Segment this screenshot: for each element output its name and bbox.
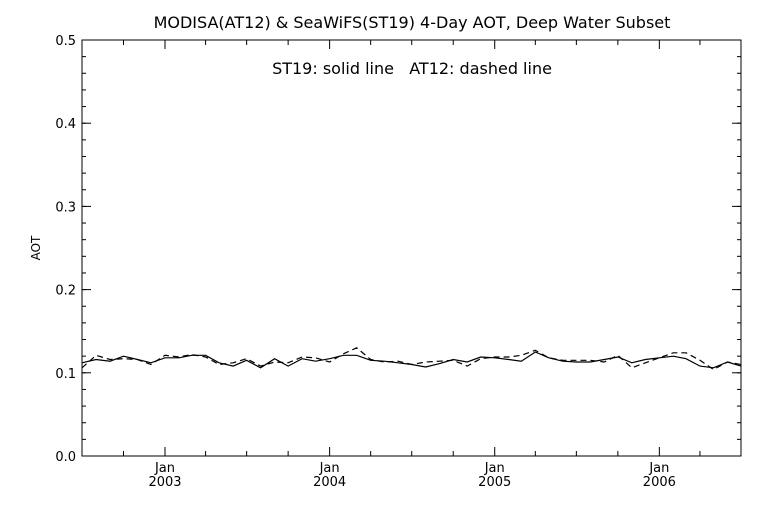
chart-title: MODISA(AT12) & SeaWiFS(ST19) 4-Day AOT, …	[154, 13, 671, 32]
y-tick-label: 0.5	[55, 34, 76, 49]
x-tick-month-label: Jan	[319, 461, 340, 476]
y-tick-label: 0.0	[55, 450, 76, 465]
series-lines	[81, 347, 742, 371]
x-tick-year-label: 2006	[643, 475, 676, 490]
x-tick-month-label: Jan	[648, 461, 669, 476]
x-tick-month-label: Jan	[154, 461, 175, 476]
x-tick-month-label: Jan	[484, 461, 505, 476]
y-tick-label: 0.1	[55, 367, 76, 382]
plot-frame	[81, 39, 742, 457]
series-line-at12	[81, 347, 742, 371]
y-tick-label: 0.4	[55, 117, 76, 132]
x-tick-year-label: 2005	[478, 475, 511, 490]
series-line-st19	[81, 351, 742, 369]
y-tick-label: 0.3	[55, 200, 76, 215]
line-style-annotation: ST19: solid line AT12: dashed line	[272, 59, 552, 78]
y-tick-label: 0.2	[55, 284, 76, 299]
x-tick-year-label: 2004	[313, 475, 346, 490]
x-tick-year-label: 2003	[148, 475, 181, 490]
y-axis-label: AOT	[29, 235, 43, 260]
y-axis-ticks: 0.0 0.1 0.2 0.3 0.4 0.5	[55, 34, 741, 465]
